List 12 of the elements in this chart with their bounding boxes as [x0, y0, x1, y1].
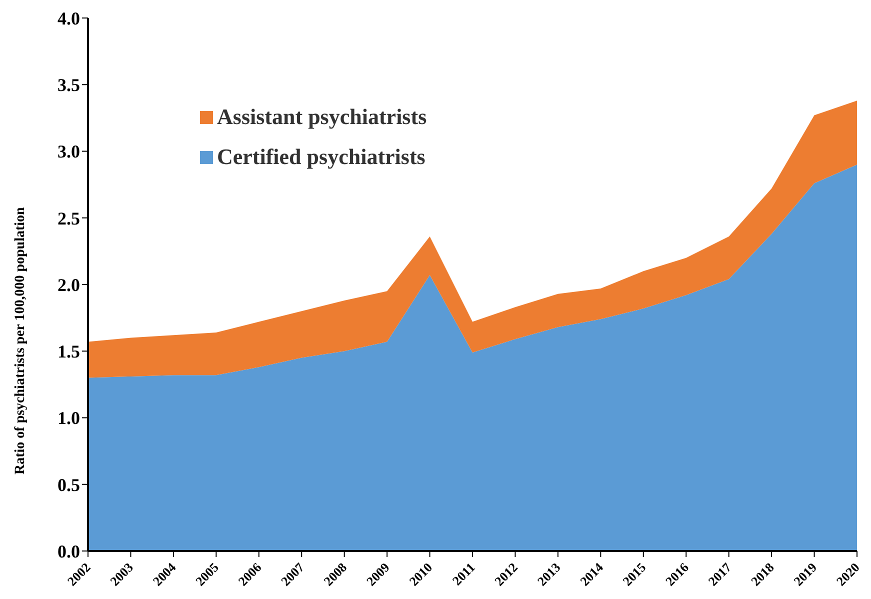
y-tick-label: 4.0 — [58, 8, 80, 28]
y-tick-label: 0.5 — [58, 474, 80, 495]
y-axis-title: Ratio of psychiatrists per 100,000 population — [12, 206, 28, 474]
y-tick-label: 3.0 — [58, 142, 80, 162]
legend-label: Certified psychiatrists — [217, 144, 426, 170]
y-tick-label: 0.0 — [58, 541, 80, 562]
y-tick-label: 2.0 — [58, 274, 80, 295]
legend-label: Assistant psychiatrists — [217, 104, 427, 130]
y-tick-label: 1.0 — [58, 408, 80, 428]
y-tick-label: 3.5 — [58, 75, 80, 96]
y-tick-label: 1.5 — [58, 342, 80, 362]
y-tick-label: 2.5 — [58, 208, 80, 228]
